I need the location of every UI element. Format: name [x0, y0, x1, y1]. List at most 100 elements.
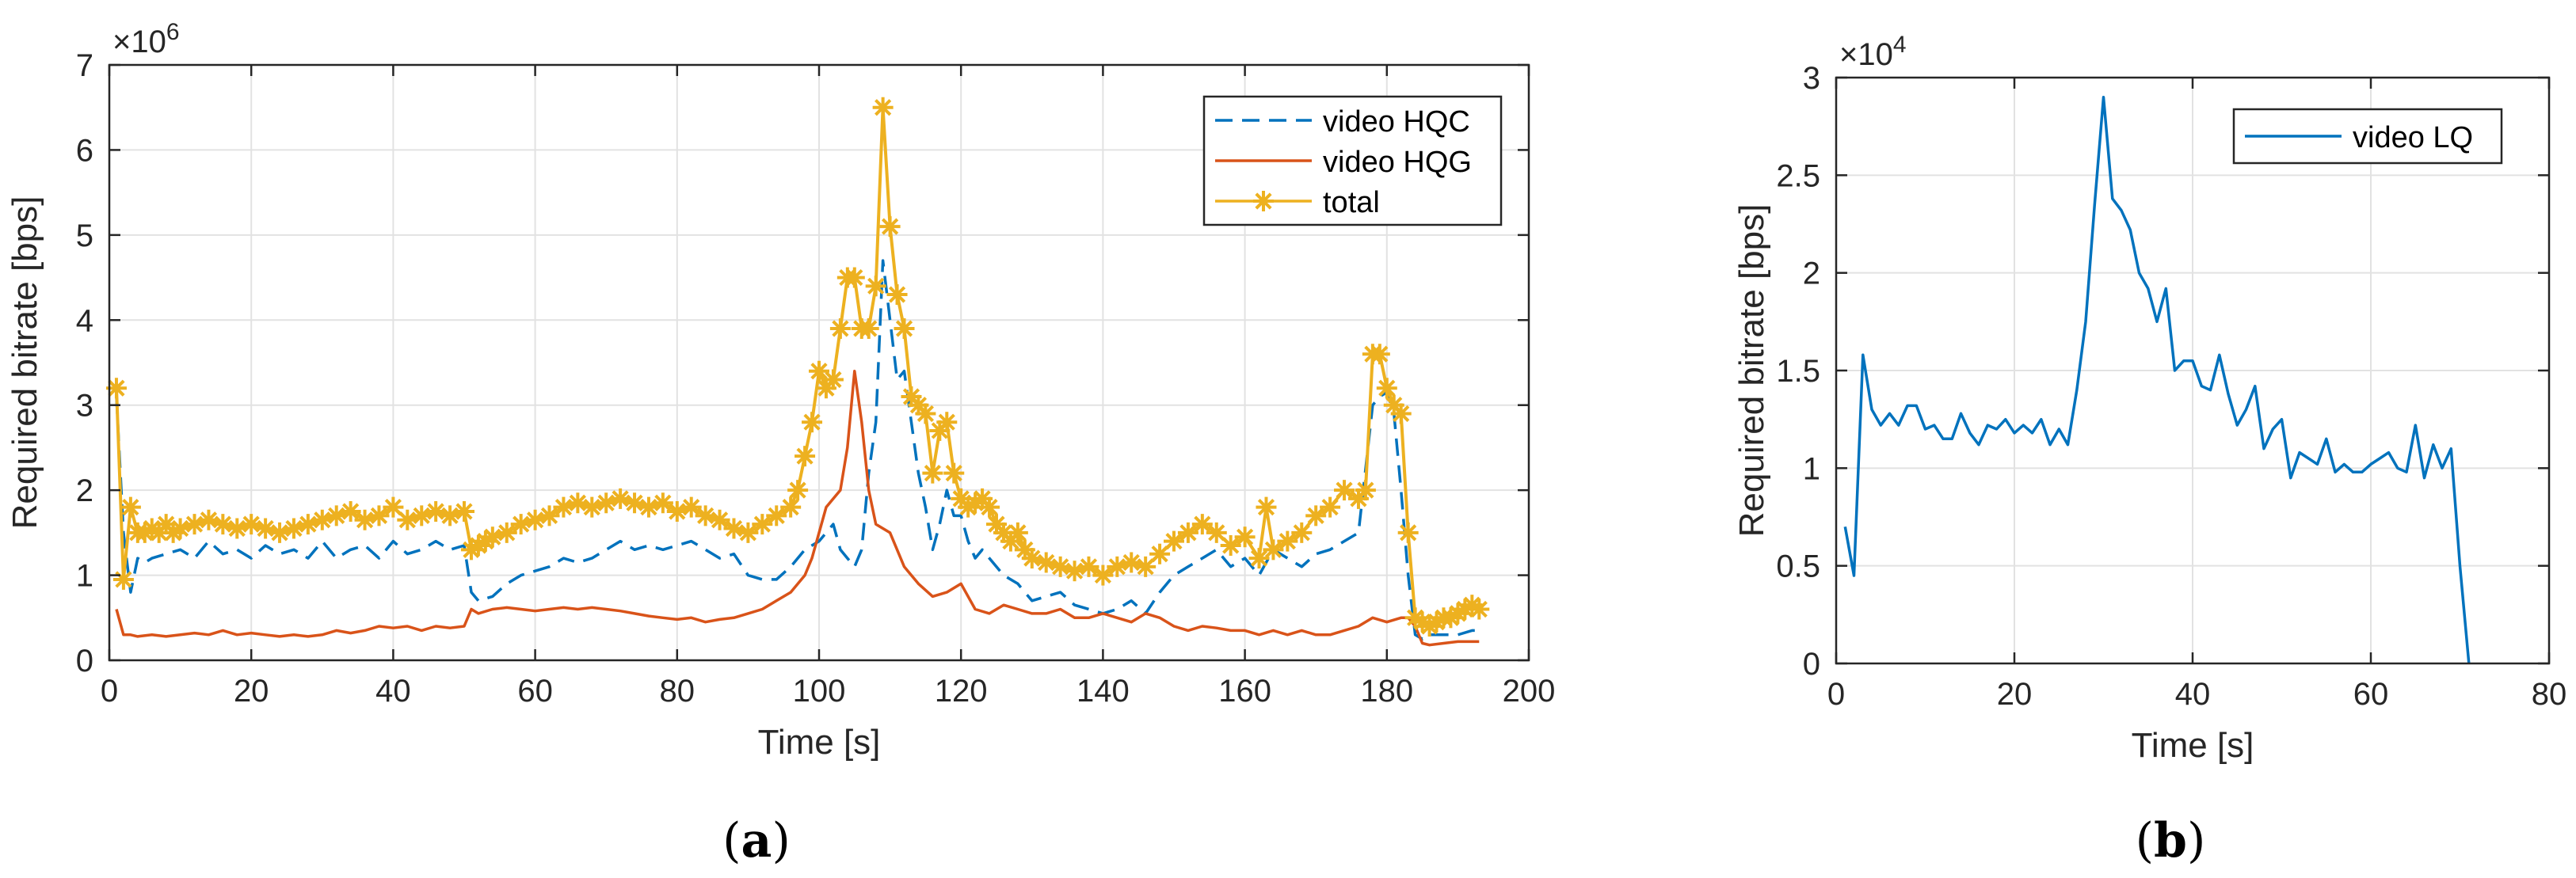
data-point-marker — [397, 509, 418, 530]
data-point-marker — [1007, 522, 1028, 543]
x-tick-label: 0 — [1827, 677, 1845, 712]
y-tick-label: 1 — [76, 559, 93, 594]
data-point-marker — [1263, 539, 1284, 561]
marker-stroke — [1257, 499, 1275, 516]
data-point-marker — [1320, 496, 1341, 518]
series-line-video-hqc — [115, 259, 1480, 640]
marker-stroke — [1179, 524, 1197, 542]
data-point-marker — [1334, 480, 1355, 501]
data-point-marker — [915, 403, 936, 424]
y-tick-label: 0.5 — [1776, 549, 1820, 584]
data-point-marker — [524, 509, 546, 530]
marker-stroke — [860, 320, 878, 337]
x-tick-label: 20 — [1997, 677, 2033, 712]
x-tick-label: 20 — [234, 674, 269, 709]
x-axis-label: Time [s] — [2132, 726, 2254, 765]
y-tick-label: 2 — [1803, 257, 1820, 291]
marker-stroke — [952, 490, 970, 507]
marker-stroke — [1250, 549, 1268, 567]
marker-stroke — [875, 99, 892, 116]
marker-stroke — [158, 515, 175, 533]
data-point-marker — [737, 522, 759, 543]
data-point-marker — [709, 509, 730, 530]
data-point-marker — [865, 276, 886, 297]
x-tick-label: 60 — [517, 674, 553, 709]
data-point-marker — [1220, 534, 1241, 556]
y-tick-label: 3 — [1803, 61, 1820, 96]
marker-stroke — [902, 388, 920, 405]
marker-stroke — [612, 490, 629, 507]
data-point-marker — [1177, 522, 1198, 543]
x-axis-label: Time [s] — [758, 723, 881, 762]
data-point-marker — [795, 446, 816, 467]
y-tick-label: 1.5 — [1776, 354, 1820, 389]
data-point-marker — [567, 492, 589, 514]
data-point-marker — [610, 488, 631, 509]
data-point-marker — [1035, 552, 1057, 573]
data-point-marker — [858, 318, 879, 340]
data-point-marker — [454, 501, 474, 522]
marker-stroke — [242, 515, 260, 533]
data-point-marker — [383, 496, 404, 518]
marker-stroke — [1321, 499, 1339, 516]
y-tick-label: 2.5 — [1776, 158, 1820, 193]
data-point-marker — [311, 509, 333, 530]
marker-stroke — [1016, 541, 1034, 558]
marker-stroke — [370, 507, 388, 524]
data-point-marker — [752, 514, 773, 535]
marker-stroke — [1165, 532, 1183, 550]
data-point-marker — [510, 514, 532, 535]
data-point-marker — [227, 518, 248, 539]
marker-stroke — [1023, 549, 1041, 567]
marker-stroke — [1336, 481, 1353, 499]
legend-label: total — [1323, 186, 1380, 219]
marker-stroke — [1357, 481, 1374, 499]
x-tick-label: 60 — [2353, 677, 2389, 712]
marker-stroke — [115, 571, 132, 588]
marker-stroke — [1307, 507, 1324, 524]
data-point-marker — [766, 505, 787, 526]
panel-label-a: (a) — [722, 813, 791, 868]
data-point-marker — [1390, 403, 1412, 424]
y-tick-label: 2 — [76, 473, 93, 508]
marker-stroke — [384, 499, 402, 516]
data-point-marker — [1164, 530, 1184, 552]
data-point-marker — [922, 462, 943, 484]
data-point-marker — [354, 509, 375, 530]
marker-stroke — [1463, 596, 1480, 614]
marker-stroke — [569, 494, 586, 511]
data-point-marker — [809, 360, 829, 382]
marker-stroke — [938, 413, 955, 431]
data-point-marker — [723, 518, 745, 539]
marker-stroke — [803, 413, 821, 431]
marker-stroke — [654, 494, 672, 511]
data-point-marker — [1376, 378, 1397, 399]
marker-stroke — [881, 218, 899, 235]
x-tick-label: 100 — [793, 674, 846, 709]
marker-stroke — [1371, 345, 1389, 363]
marker-stroke — [626, 494, 643, 511]
data-point-marker — [368, 505, 390, 526]
marker-stroke — [1222, 537, 1240, 554]
marker-stroke — [683, 499, 700, 516]
data-point-marker — [802, 412, 823, 433]
marker-stroke — [1413, 614, 1431, 631]
marker-stroke — [924, 465, 941, 482]
marker-stroke — [1378, 379, 1396, 397]
data-point-marker — [241, 514, 262, 535]
marker-stroke — [1293, 524, 1310, 542]
data-point-marker — [1078, 556, 1099, 577]
marker-stroke — [988, 515, 1005, 533]
data-point-marker — [1107, 556, 1128, 577]
marker-stroke — [782, 499, 799, 516]
marker-stroke — [810, 363, 828, 380]
data-point-marker — [184, 514, 205, 535]
marker-stroke — [888, 286, 906, 303]
data-point-marker — [1191, 514, 1213, 535]
marker-stroke — [1393, 405, 1410, 423]
data-point-marker — [1277, 530, 1298, 552]
marker-stroke — [697, 507, 714, 524]
marker-stroke — [122, 499, 139, 516]
axis-exponent-label: ×106 — [112, 19, 180, 59]
